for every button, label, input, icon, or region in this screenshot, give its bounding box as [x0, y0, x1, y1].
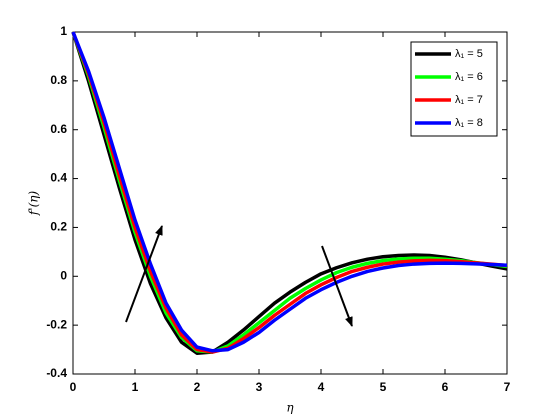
y-tick-label: -0.4 — [46, 366, 67, 380]
line-series — [71, 31, 508, 353]
legend-box — [410, 41, 498, 137]
legend-label: λ₁ = 8 — [455, 117, 483, 129]
x-axis-title: η — [286, 401, 294, 415]
y-tick-label: 0 — [60, 268, 67, 282]
legend-label: λ₁ = 7 — [455, 94, 483, 106]
y-tick-label: -0.2 — [46, 317, 67, 331]
y-tick-label: 1 — [60, 24, 67, 38]
x-tick-label: 0 — [70, 380, 77, 394]
x-tick-label: 3 — [256, 380, 263, 394]
legend-label: λ₁ = 6 — [455, 71, 483, 83]
y-tick-label: 0.8 — [50, 73, 67, 87]
x-tick-label: 5 — [380, 380, 387, 394]
legend-label: λ₁ = 5 — [455, 48, 483, 60]
y-tick-label: 0.2 — [50, 220, 67, 234]
x-tick-label: 2 — [194, 380, 201, 394]
arrow — [125, 225, 163, 323]
y-axis-title: f'(η) — [27, 191, 41, 217]
line-series — [71, 31, 508, 354]
y-tick-label: 0.4 — [50, 171, 67, 185]
arrow — [321, 245, 353, 327]
x-tick-label: 6 — [442, 380, 449, 394]
x-tick-label: 1 — [132, 380, 139, 394]
x-tick-label: 4 — [318, 380, 325, 394]
x-tick-label: 7 — [504, 380, 511, 394]
y-tick-label: 0.6 — [50, 122, 67, 136]
plot-layer: -0.4 -0.2 0 0.2 0.4 0.6 0.8 1 0 1 2 3 4 5 6 7 λ₁ = 5 λ₁ =… — [46, 24, 510, 394]
